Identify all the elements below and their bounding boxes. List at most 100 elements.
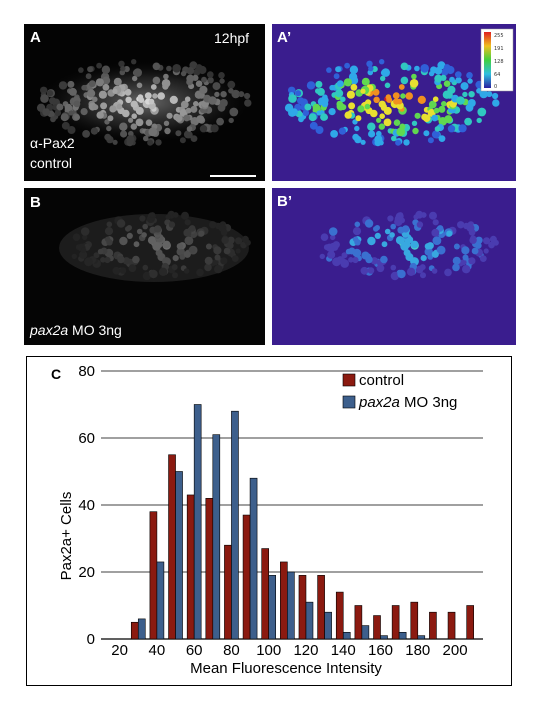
nucleus bbox=[67, 80, 75, 88]
nucleus bbox=[466, 72, 473, 79]
nucleus bbox=[335, 89, 344, 98]
y-tick-label: 80 bbox=[78, 363, 95, 380]
nucleus bbox=[128, 130, 134, 137]
nucleus bbox=[68, 87, 77, 96]
panel-b-prime-image bbox=[272, 188, 516, 345]
nucleus bbox=[354, 125, 360, 132]
nucleus bbox=[422, 114, 431, 122]
x-tick-label: 100 bbox=[256, 642, 281, 659]
colorbar-tick-128: 128 bbox=[494, 59, 504, 65]
nucleus bbox=[172, 212, 179, 218]
nucleus bbox=[79, 250, 88, 259]
nucleus bbox=[319, 253, 325, 260]
nucleus bbox=[186, 126, 193, 132]
nucleus bbox=[344, 62, 350, 69]
nucleus bbox=[352, 236, 359, 242]
nucleus bbox=[352, 119, 358, 125]
nucleus bbox=[212, 259, 219, 266]
nucleus bbox=[390, 271, 400, 281]
colorbar-tick-64: 64 bbox=[494, 72, 500, 78]
nucleus bbox=[304, 103, 312, 111]
nucleus bbox=[467, 99, 476, 107]
nucleus bbox=[73, 100, 81, 108]
nucleus bbox=[298, 116, 304, 123]
bar-control bbox=[298, 575, 307, 640]
legend: control pax2a MO 3ng bbox=[342, 372, 457, 411]
nucleus bbox=[117, 255, 125, 264]
nucleus bbox=[198, 65, 207, 75]
panel-a-micrograph: A 12hpf α-Pax2 control bbox=[24, 24, 265, 181]
nucleus bbox=[387, 215, 394, 222]
nucleus bbox=[205, 243, 212, 250]
nucleus bbox=[183, 268, 190, 274]
nucleus bbox=[179, 254, 186, 260]
bar-control bbox=[186, 494, 195, 640]
nucleus bbox=[367, 236, 376, 246]
x-tick-label: 180 bbox=[405, 642, 430, 659]
nucleus bbox=[207, 71, 214, 78]
nucleus bbox=[184, 219, 191, 226]
nucleus bbox=[175, 130, 182, 137]
x-tick-label: 200 bbox=[443, 642, 468, 659]
nucleus bbox=[395, 236, 405, 245]
nucleus bbox=[102, 76, 111, 85]
bar-control bbox=[373, 615, 381, 640]
nucleus bbox=[80, 108, 88, 116]
nucleus bbox=[438, 135, 446, 142]
nucleus bbox=[186, 74, 195, 83]
nucleus bbox=[428, 100, 437, 109]
nucleus bbox=[330, 130, 338, 138]
nucleus bbox=[112, 139, 118, 145]
nucleus bbox=[104, 256, 111, 264]
nucleus bbox=[414, 112, 421, 119]
legend-label: control bbox=[359, 372, 404, 389]
nucleus bbox=[340, 96, 346, 103]
y-tick-label: 40 bbox=[78, 497, 95, 514]
nucleus bbox=[350, 83, 358, 91]
nucleus bbox=[145, 119, 153, 126]
nucleus bbox=[148, 127, 158, 137]
nucleus bbox=[327, 250, 336, 259]
nucleus bbox=[432, 96, 439, 102]
nucleus bbox=[441, 101, 447, 107]
nucleus bbox=[376, 130, 382, 137]
nucleus bbox=[468, 257, 476, 265]
nucleus bbox=[209, 221, 217, 229]
nucleus bbox=[462, 265, 471, 274]
nucleus bbox=[333, 73, 340, 80]
nucleus bbox=[226, 242, 234, 249]
nucleus bbox=[116, 219, 126, 228]
bar-control bbox=[317, 575, 325, 640]
panel-label-c: C bbox=[51, 366, 61, 382]
nucleus bbox=[474, 242, 482, 249]
bar-control bbox=[168, 454, 176, 640]
nucleus bbox=[396, 98, 403, 105]
nucleus bbox=[469, 236, 477, 244]
nucleus bbox=[438, 105, 446, 113]
panel-a-image bbox=[24, 24, 265, 181]
nucleus bbox=[120, 65, 126, 72]
nucleus bbox=[427, 254, 434, 260]
nucleus bbox=[128, 264, 137, 273]
nucleus bbox=[434, 126, 441, 132]
nucleus bbox=[444, 115, 453, 124]
nucleus bbox=[432, 219, 439, 226]
condition-label-morphant: pax2a MO 3ng bbox=[30, 322, 122, 338]
nucleus bbox=[204, 263, 212, 272]
nucleus bbox=[352, 227, 362, 236]
nucleus bbox=[380, 255, 388, 264]
nucleus bbox=[196, 268, 204, 277]
nucleus bbox=[431, 268, 438, 274]
nucleus bbox=[390, 223, 396, 230]
nucleus bbox=[329, 84, 335, 91]
bar-morphant bbox=[193, 404, 202, 640]
bar-morphant bbox=[175, 471, 183, 640]
nucleus bbox=[71, 253, 77, 260]
nucleus bbox=[176, 247, 185, 256]
nucleus bbox=[126, 135, 135, 144]
bar-morphant bbox=[342, 631, 351, 640]
nucleus bbox=[483, 248, 489, 254]
nucleus bbox=[235, 248, 241, 254]
nucleus bbox=[381, 68, 390, 77]
nucleus bbox=[147, 139, 154, 146]
